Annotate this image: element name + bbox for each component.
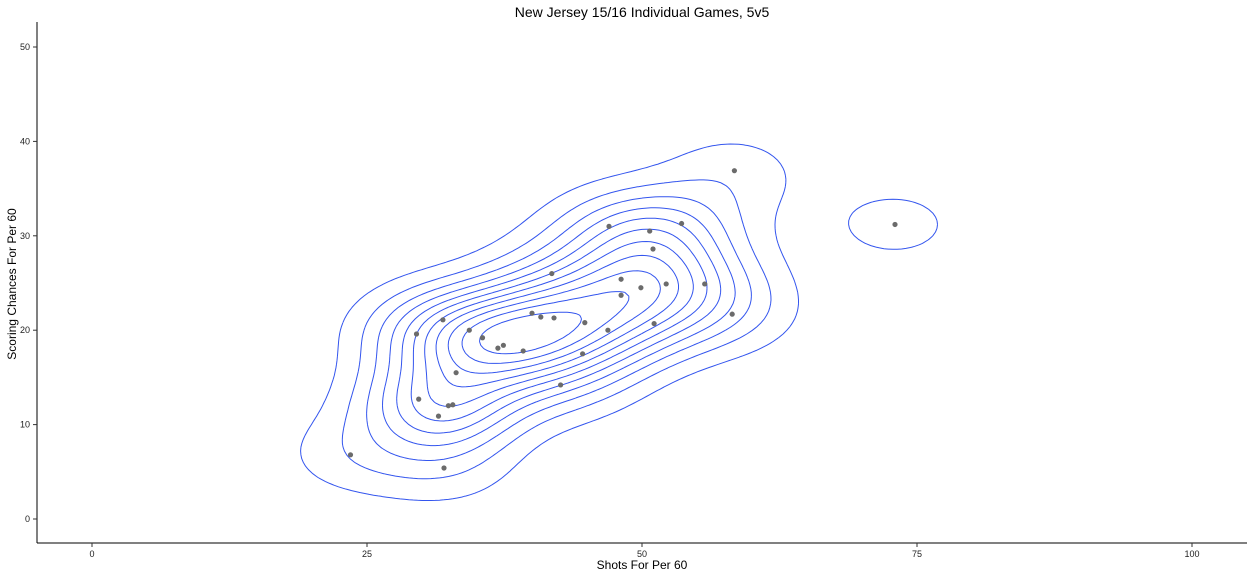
data-point (647, 228, 653, 234)
data-point (605, 327, 611, 333)
data-point (500, 342, 506, 348)
data-points (347, 168, 898, 471)
data-point (347, 452, 354, 458)
x-tick-label: 0 (89, 549, 94, 559)
density-contour-line (479, 311, 582, 355)
data-point (663, 281, 669, 287)
data-point (450, 402, 456, 408)
x-axis-label: Shots For Per 60 (597, 558, 688, 572)
data-point (618, 292, 624, 298)
density-contour-line (341, 179, 772, 480)
y-axis-label: Scoring Chances For Per 60 (5, 208, 19, 360)
density-contours (300, 143, 938, 501)
x-axis-ticks: 0 25 50 75 100 (89, 543, 1200, 559)
data-point (702, 281, 708, 287)
x-tick-label: 25 (362, 549, 372, 559)
data-point (520, 348, 526, 354)
x-tick-label: 100 (1184, 549, 1199, 559)
density-contour-line (382, 207, 736, 447)
data-point (413, 331, 420, 337)
density-contour-line (435, 254, 679, 388)
data-point (453, 370, 459, 376)
data-point (606, 223, 612, 229)
data-point (495, 345, 501, 351)
data-point (549, 270, 555, 277)
data-point (466, 327, 472, 333)
data-point (529, 310, 535, 316)
data-point (638, 285, 644, 291)
data-point (679, 220, 685, 227)
y-tick-label: 0 (25, 514, 30, 524)
data-point (650, 246, 656, 252)
data-point (538, 314, 544, 320)
density-contour-line (300, 143, 938, 501)
data-point (582, 320, 588, 326)
data-point (551, 315, 557, 321)
data-point (445, 403, 451, 409)
x-tick-label: 50 (637, 549, 647, 559)
data-point (580, 351, 586, 357)
data-point (558, 382, 564, 388)
density-contour-line (447, 270, 661, 374)
density-contour-line (366, 196, 752, 461)
y-axis-ticks: 0 10 20 30 40 50 (20, 42, 37, 524)
y-tick-label: 50 (20, 42, 30, 52)
data-point (729, 311, 735, 317)
data-point (479, 335, 486, 341)
data-point (651, 320, 657, 327)
data-point (441, 465, 447, 471)
x-tick-label: 75 (912, 549, 922, 559)
y-tick-label: 20 (20, 325, 30, 335)
density-contour-line (396, 217, 722, 434)
y-tick-label: 10 (20, 420, 30, 430)
data-point (731, 168, 738, 174)
density-contour-line (410, 228, 708, 422)
data-point (416, 396, 422, 402)
data-point (892, 221, 898, 228)
data-point (618, 276, 624, 282)
y-tick-label: 30 (20, 231, 30, 241)
y-tick-label: 40 (20, 136, 30, 146)
data-point (440, 317, 446, 323)
chart-title: New Jersey 15/16 Individual Games, 5v5 (515, 4, 770, 20)
density-contour-line (424, 241, 694, 407)
data-point (435, 413, 442, 419)
density-contour-line (461, 291, 630, 364)
